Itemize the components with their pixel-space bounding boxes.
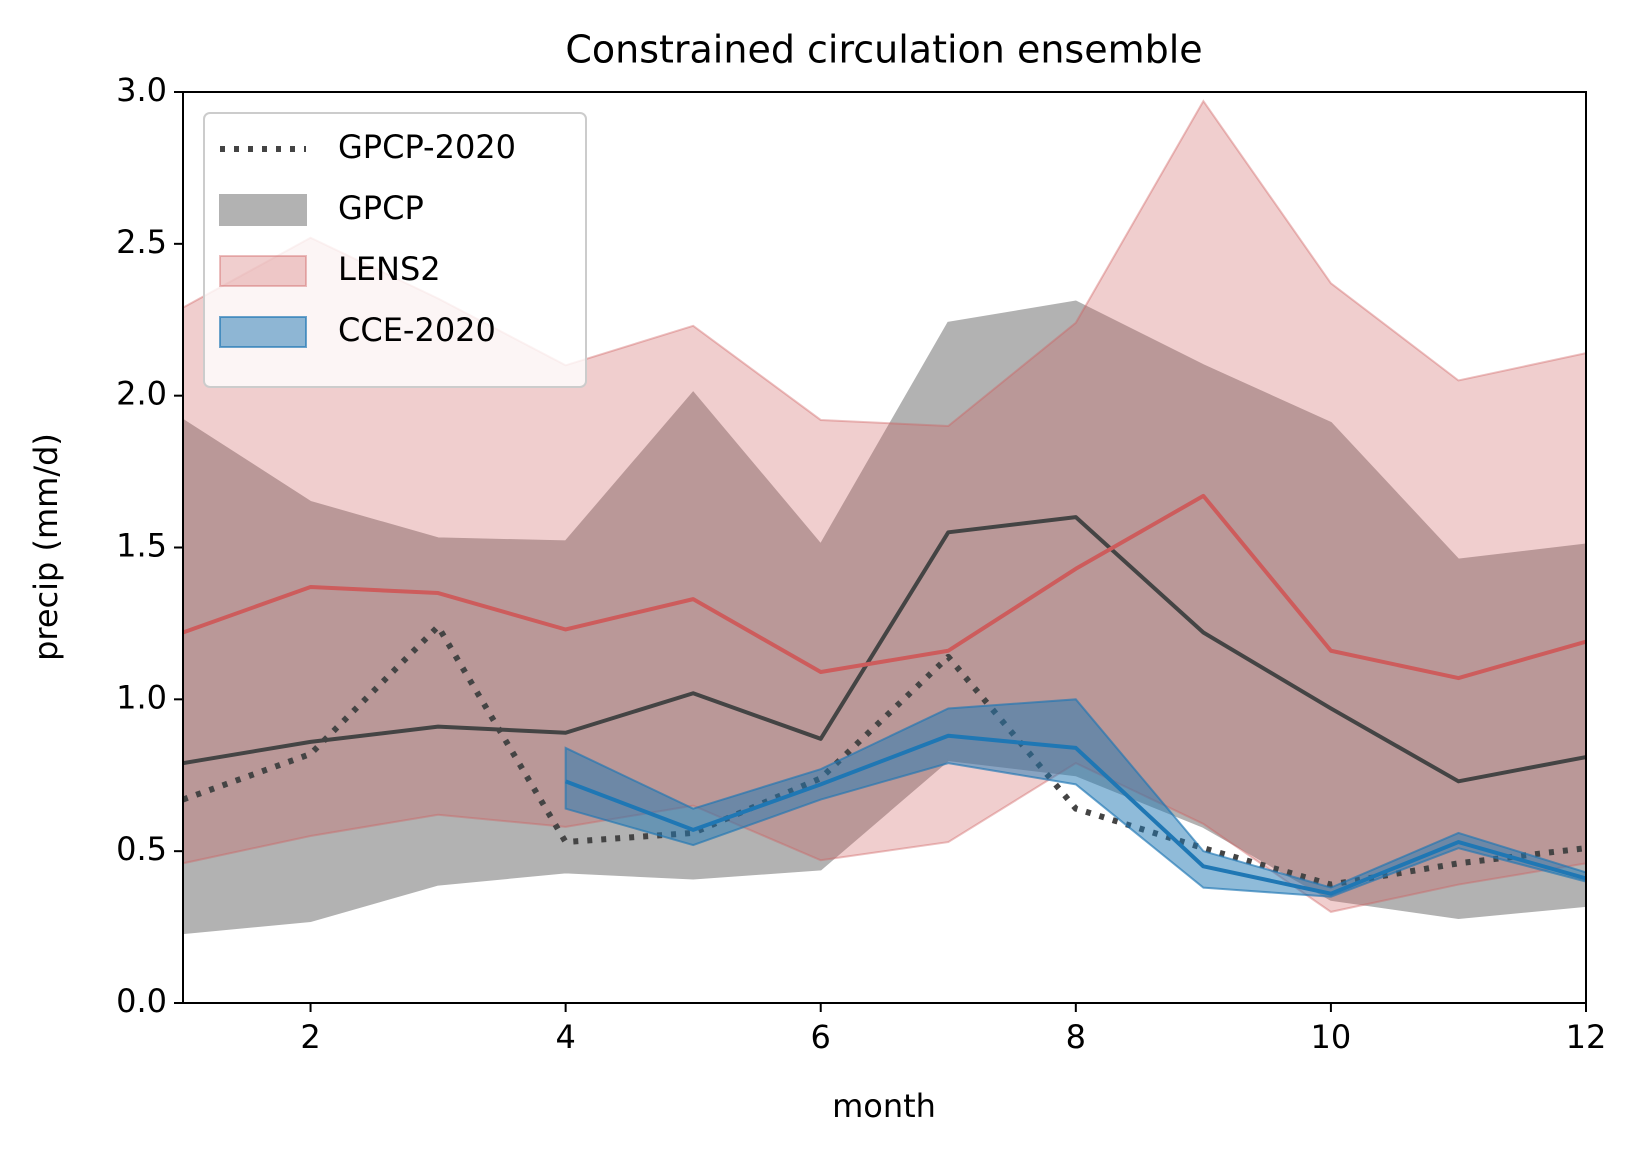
legend-swatch bbox=[219, 194, 307, 226]
band bbox=[183, 300, 1586, 935]
y-tick-label: 0.5 bbox=[116, 830, 167, 868]
y-tick-label: 2.5 bbox=[116, 223, 167, 261]
plot-frame bbox=[182, 91, 1587, 1004]
x-tick-label: 12 bbox=[1566, 1018, 1607, 1056]
y-tick-label: 3.0 bbox=[116, 71, 167, 109]
legend-label: GPCP bbox=[338, 189, 424, 227]
x-tick-label: 4 bbox=[555, 1018, 575, 1056]
chart-title: Constrained circulation ensemble bbox=[565, 28, 1202, 72]
mean-line bbox=[183, 515, 1586, 784]
x-tick-label: 8 bbox=[1066, 1018, 1086, 1056]
band bbox=[183, 99, 1586, 913]
mean-line bbox=[564, 733, 1586, 896]
legend-swatch bbox=[219, 316, 307, 348]
y-tick-label: 2.0 bbox=[116, 375, 167, 413]
legend-label: LENS2 bbox=[338, 250, 441, 288]
legend: GPCP-2020 GPCP LENS2 CCE-2020 bbox=[203, 112, 587, 388]
plot-area bbox=[183, 99, 1586, 935]
legend-label: CCE-2020 bbox=[338, 311, 496, 349]
band bbox=[564, 698, 1586, 898]
y-tick-label: 0.0 bbox=[116, 982, 167, 1020]
x-axis-label: month bbox=[832, 1087, 936, 1125]
legend-swatch bbox=[219, 255, 307, 287]
x-tick-label: 2 bbox=[300, 1018, 320, 1056]
y-axis-label: precip (mm/d) bbox=[27, 433, 65, 661]
x-tick-label: 6 bbox=[811, 1018, 831, 1056]
x-tick-label: 10 bbox=[1311, 1018, 1352, 1056]
y-tick-label: 1.0 bbox=[116, 678, 167, 716]
legend-label: GPCP-2020 bbox=[338, 128, 516, 166]
y-tick-label: 1.5 bbox=[116, 527, 167, 565]
mean-line bbox=[183, 493, 1586, 681]
